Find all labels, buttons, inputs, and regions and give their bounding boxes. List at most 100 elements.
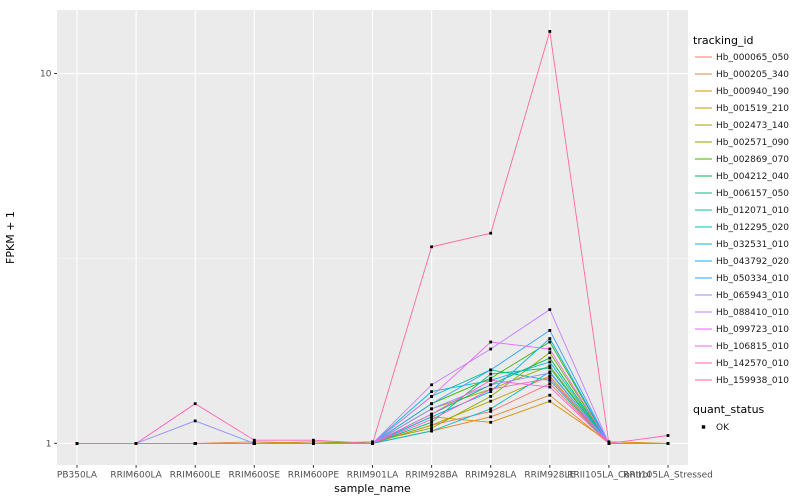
legend-label-Hb_000940_190: Hb_000940_190 — [716, 87, 789, 97]
legend-label-Hb_000205_340: Hb_000205_340 — [716, 70, 789, 80]
data-point — [489, 383, 493, 387]
data-point — [371, 440, 374, 444]
legend-label-Hb_012295_020: Hb_012295_020 — [716, 223, 789, 233]
data-point — [312, 440, 315, 444]
data-point — [489, 390, 493, 393]
data-point — [548, 364, 552, 368]
data-point — [489, 399, 493, 403]
x-tick-label: RRIM901LA — [347, 471, 399, 481]
data-point — [548, 376, 552, 380]
x-tick-label: RRIM600PE — [288, 471, 340, 481]
data-point — [548, 340, 552, 344]
data-point — [607, 442, 611, 445]
data-point — [371, 442, 374, 445]
legend-label-Hb_043792_020: Hb_043792_020 — [716, 257, 789, 267]
legend-shape-entries: OK — [701, 423, 730, 433]
legend-label-Hb_050334_010: Hb_050334_010 — [716, 274, 789, 284]
data-point — [430, 423, 433, 427]
data-point — [430, 402, 433, 406]
data-point — [489, 407, 493, 411]
data-point — [489, 231, 493, 235]
axes-layer: 1 10 PB350LA RRIM600LA RRIM600LE RRIM600SE RRI… — [40, 70, 713, 481]
x-tick-label: RRII105LA_Control — [567, 471, 650, 481]
points-layer — [75, 30, 670, 445]
data-point — [548, 385, 552, 389]
data-point — [430, 412, 433, 416]
data-point — [666, 434, 670, 437]
data-point — [489, 410, 493, 413]
data-point — [252, 438, 256, 442]
data-point — [430, 429, 433, 433]
legend-label-ok: OK — [716, 423, 730, 433]
data-point — [193, 419, 197, 423]
data-point — [607, 440, 611, 444]
data-point — [489, 420, 493, 424]
legend-label-Hb_002869_070: Hb_002869_070 — [716, 155, 789, 165]
data-point — [430, 245, 433, 249]
legend-label-Hb_006157_050: Hb_006157_050 — [716, 189, 789, 199]
data-point — [548, 337, 552, 340]
legend-color-entries: Hb_000065_050 Hb_000205_340 Hb_000940_190 H… — [695, 53, 789, 386]
data-point — [489, 415, 493, 419]
y-axis-title: FPKM + 1 — [4, 211, 17, 264]
legend: tracking_id Hb_000065_050Hb_000205_340Hb… — [693, 34, 789, 433]
data-point — [548, 379, 552, 382]
x-tick-label: RRIM928LA — [465, 471, 517, 481]
x-tick-label: RRIM600LE — [170, 471, 221, 481]
data-point — [489, 387, 493, 391]
legend-label-Hb_088410_010: Hb_088410_010 — [716, 308, 789, 318]
x-tick-label: RRIM928BA — [405, 471, 458, 481]
legend-label-Hb_002571_090: Hb_002571_090 — [716, 138, 789, 148]
data-point — [489, 379, 493, 382]
data-point — [548, 371, 552, 375]
data-point — [489, 340, 493, 344]
legend-label-Hb_032531_010: Hb_032531_010 — [716, 240, 789, 250]
data-point — [548, 347, 552, 351]
legend-label-Hb_142570_010: Hb_142570_010 — [716, 359, 789, 369]
legend-label-Hb_000065_050: Hb_000065_050 — [716, 53, 789, 63]
legend-label-Hb_004212_040: Hb_004212_040 — [716, 172, 789, 182]
data-point — [548, 382, 552, 386]
data-point — [489, 347, 493, 351]
data-point — [548, 360, 552, 364]
legend-label-Hb_106815_010: Hb_106815_010 — [716, 342, 789, 352]
data-point — [430, 420, 433, 424]
data-point — [548, 356, 552, 360]
data-point — [489, 376, 493, 380]
legend-label-Hb_159938_010: Hb_159938_010 — [716, 376, 789, 386]
data-point — [548, 366, 552, 370]
data-point — [252, 442, 256, 445]
x-tick-label: RRIM600SE — [229, 471, 281, 481]
x-axis-title: sample_name — [334, 482, 411, 495]
data-point — [430, 395, 433, 398]
legend-label-Hb_002473_140: Hb_002473_140 — [716, 121, 789, 131]
data-point — [430, 418, 433, 421]
legend-title-quant-status: quant_status — [693, 403, 765, 416]
data-point — [252, 440, 256, 444]
data-point — [430, 415, 433, 419]
plot-panel — [57, 10, 688, 465]
data-point — [75, 442, 79, 445]
x-tick-label: PB350LA — [57, 471, 98, 481]
data-point — [430, 426, 433, 430]
data-point — [312, 438, 315, 442]
data-point — [548, 374, 552, 378]
y-tick-label: 1 — [46, 439, 52, 449]
data-point — [312, 442, 315, 445]
legend-key-ok-point — [701, 425, 706, 429]
data-point — [489, 368, 493, 372]
data-point — [548, 329, 552, 332]
x-tick-label: RRIM928LE — [524, 471, 575, 481]
data-point — [489, 395, 493, 398]
x-tick-label: RRIM600LA — [110, 471, 162, 481]
data-point — [430, 407, 433, 411]
data-point — [430, 390, 433, 393]
legend-label-Hb_065943_010: Hb_065943_010 — [716, 291, 789, 301]
data-point — [489, 372, 493, 376]
x-tick-label: RRII105LA_Stressed — [623, 471, 713, 481]
data-point — [193, 442, 197, 445]
data-point — [548, 308, 552, 311]
data-point — [548, 393, 552, 397]
